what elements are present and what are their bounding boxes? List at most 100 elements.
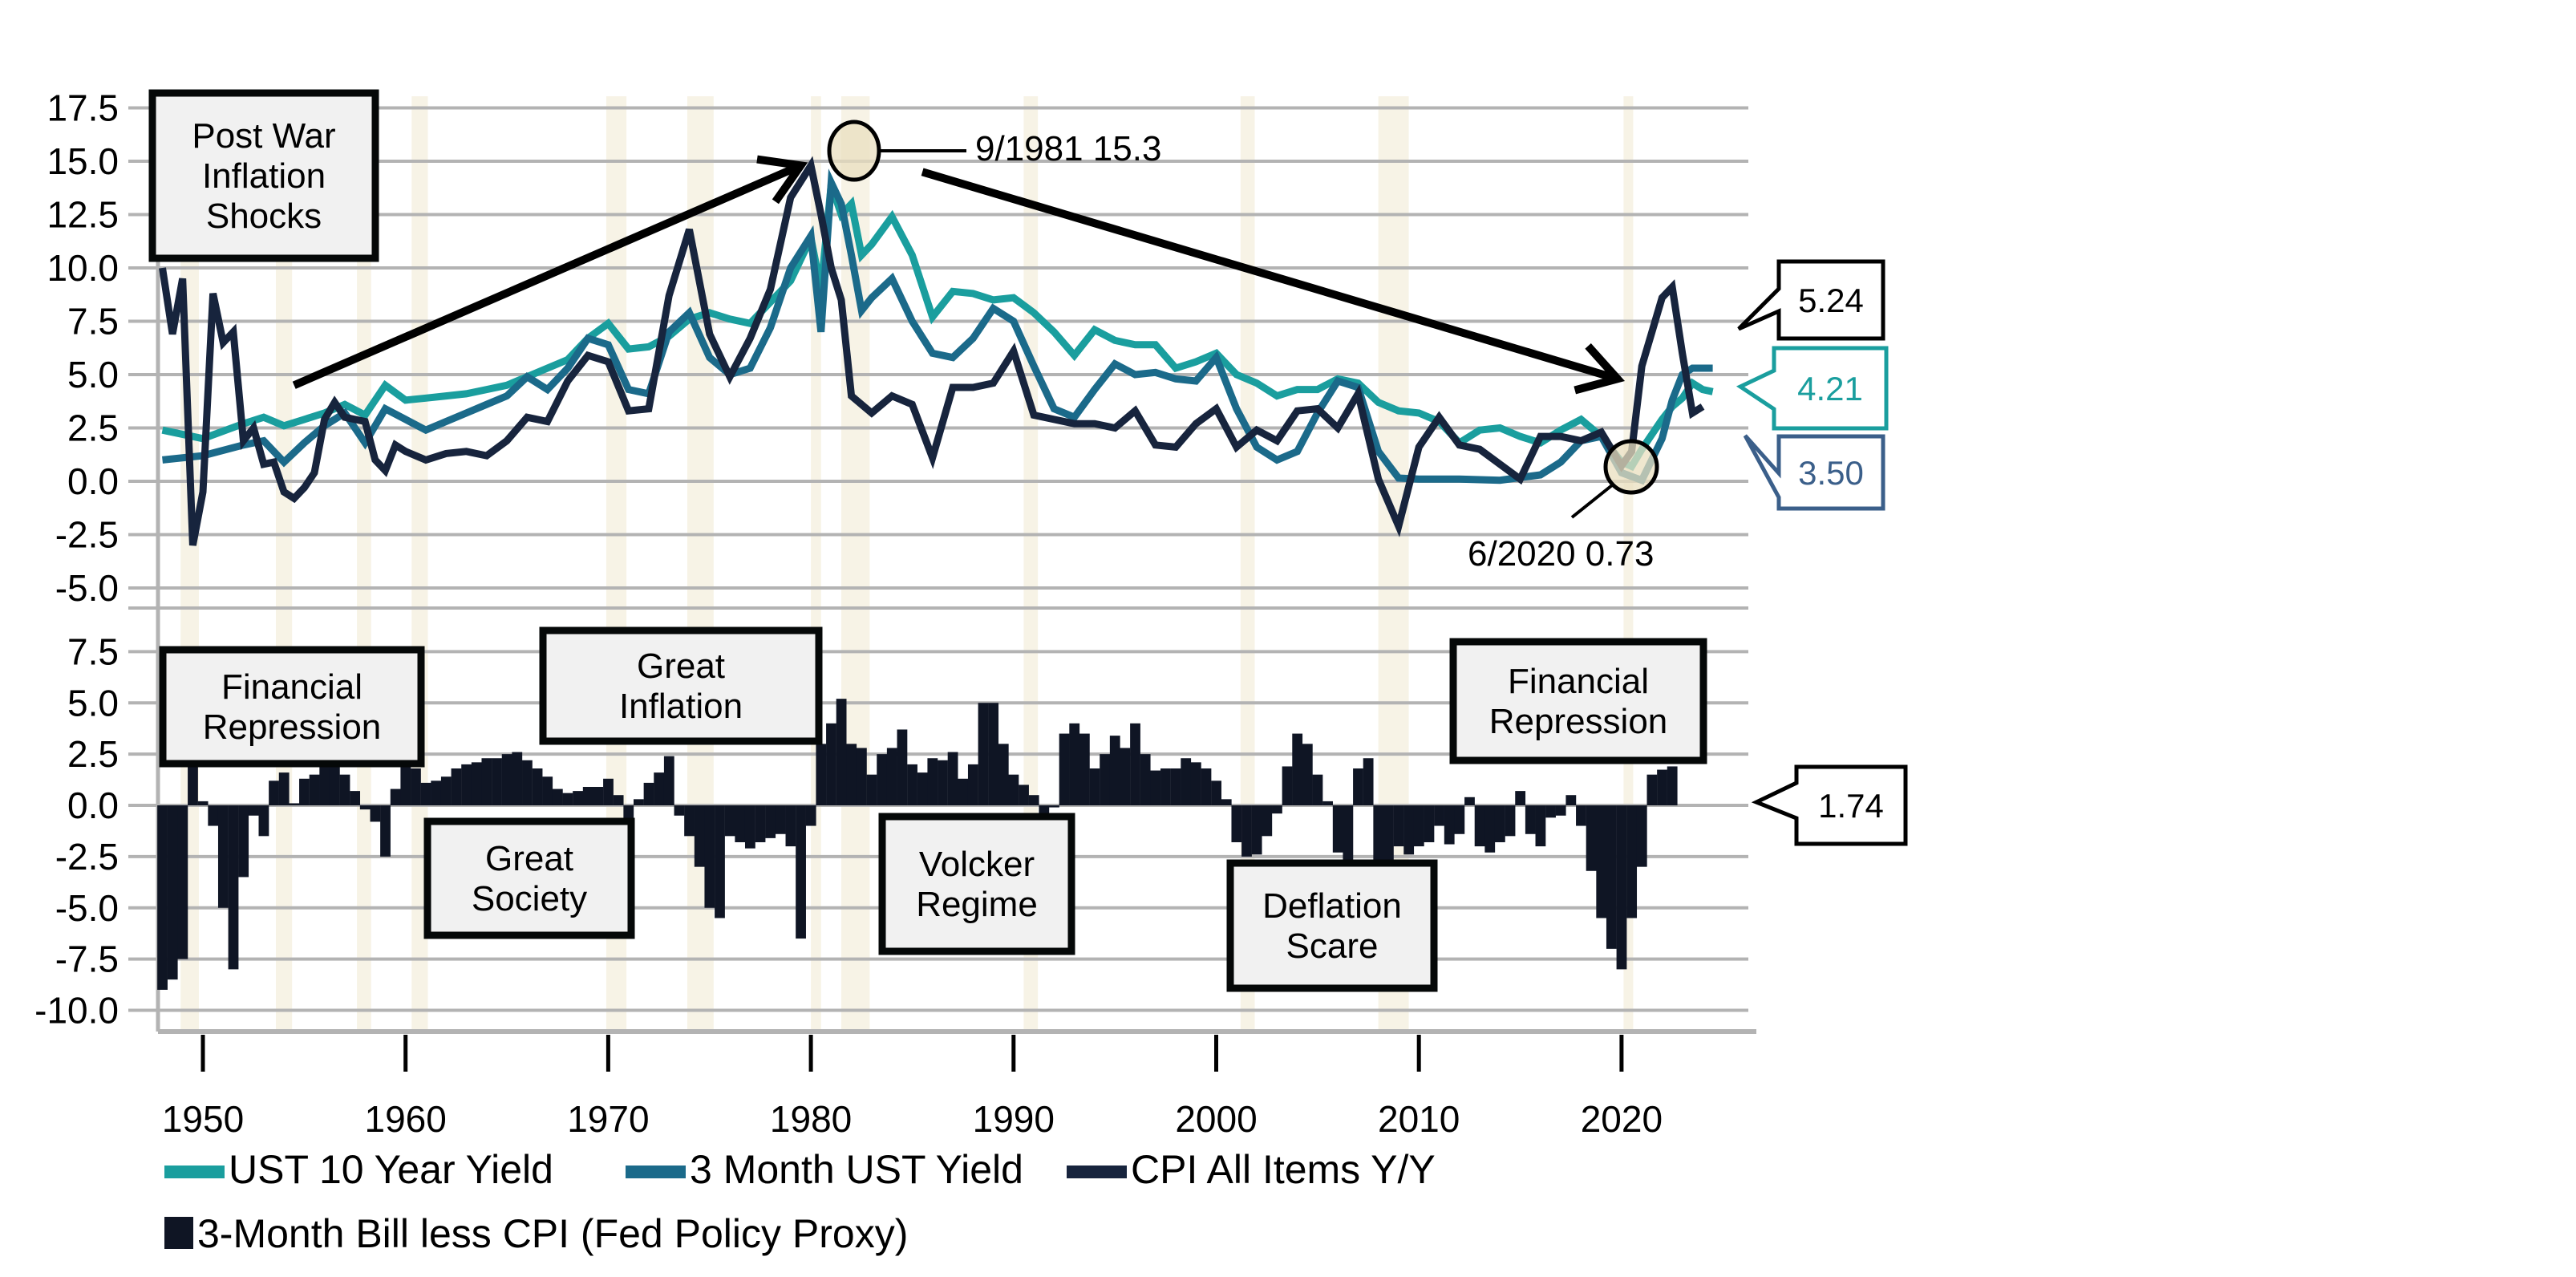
bar [1596,805,1607,918]
bar [1211,780,1221,805]
bar [1545,805,1556,818]
bar [573,791,583,805]
bar [1262,805,1273,837]
annotation-post-war-inflation-shocks-text: Post War [192,116,335,156]
recession-band [357,96,371,1032]
bar [542,776,553,805]
bar [785,805,796,847]
fed-policy-bars [157,699,1678,990]
y-tick-label-top: 5.0 [67,354,119,395]
callout-10y-value: 4.21 [1797,370,1863,407]
callout-3m-frame [1743,434,1885,511]
recession-band [1240,96,1255,1032]
annotation-post-war-inflation-shocks-text: Inflation [202,156,326,196]
x-tick-label: 1950 [162,1098,244,1140]
bar [755,805,766,842]
y-tick-label-bottom: 7.5 [67,630,119,672]
bar [1576,805,1586,826]
bar [492,758,502,805]
bar [1586,805,1597,871]
bar [805,805,816,826]
legend-swatch [164,1166,225,1178]
trend-arrow-down-head [1574,343,1626,395]
peak-label: 9/1981 15.3 [975,129,1161,168]
bar [715,805,725,918]
legend-swatch [626,1166,686,1178]
bar [512,752,523,805]
x-tick-label: 2000 [1175,1098,1257,1140]
bar [1565,795,1577,805]
bar [177,805,188,959]
y-tick-label-top: 17.5 [47,87,119,129]
bar [157,805,168,990]
bar [674,805,685,816]
bar [1393,805,1404,847]
bar [1231,805,1242,842]
bar [1028,795,1039,805]
bar [877,754,888,805]
bar [623,805,634,820]
bar [329,760,340,805]
callout-cpi-value: 5.24 [1798,282,1864,319]
annotation-deflation-scare-text: Deflation [1262,886,1402,926]
annotation-great-society-frame [423,817,635,939]
bar [1069,723,1080,805]
bar [634,799,644,805]
bar [1312,774,1323,805]
annotation-post-war-inflation-shocks-frame [148,89,379,262]
bar [826,723,836,805]
bar [593,787,604,805]
peak-marker-1981 [827,120,881,182]
bar [1302,744,1313,805]
legend-label: UST 10 Year Yield [229,1147,553,1192]
bar [481,758,492,805]
bar [1424,805,1435,842]
bar [359,805,371,810]
bar [765,805,776,838]
callout-cpi-frame [1737,259,1885,341]
bar [1120,748,1131,805]
bar [1272,805,1282,814]
bar [643,782,654,805]
bar [1332,805,1343,853]
annotation-financial-repression-1-frame [159,646,425,768]
bar [1059,733,1070,805]
bar [309,774,320,805]
bar [886,748,897,805]
bar [1282,766,1293,805]
bar [1555,805,1566,816]
legend-label: 3 Month UST Yield [690,1147,1023,1192]
bar [208,805,219,826]
trough-leader-line [1570,484,1614,519]
y-tick-label-bottom: -7.5 [55,938,119,980]
bar [978,703,989,805]
legend-swatch [164,1217,193,1249]
bar [167,805,178,980]
bar [947,752,958,805]
callout-10y-frame [1736,346,1889,431]
annotation-financial-repression-1-text: Financial [221,667,363,707]
annotation-great-inflation-text: Great [637,647,725,686]
bar [1150,770,1161,805]
bar [866,774,877,805]
y-tick-label-bottom: 0.0 [67,784,119,826]
y-tick-label-top: 12.5 [47,194,119,236]
trend-arrow-up [292,155,808,389]
bar [501,754,512,805]
bar [1201,768,1212,805]
x-tick-label: 2020 [1581,1098,1663,1140]
bar [998,744,1009,805]
bar [1454,805,1465,834]
bar [431,780,442,805]
annotation-post-war-inflation-shocks-text: Shocks [206,197,322,236]
bar [269,780,279,805]
bar [1373,805,1384,871]
y-tick-label-top: 10.0 [47,247,119,289]
trend-arrow-up-head [756,155,808,205]
series-line-ust-10-year-yield [161,183,1714,472]
